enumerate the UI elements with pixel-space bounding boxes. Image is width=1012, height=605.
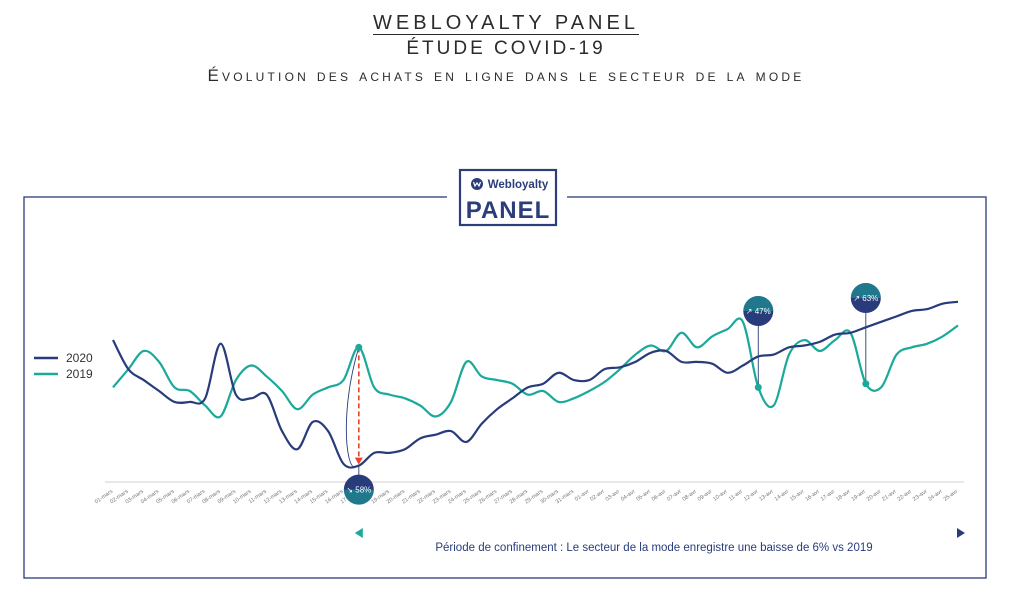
annotation-badge-fill (850, 283, 881, 298)
x-tick-label: 18-avr (835, 489, 852, 503)
x-tick-label: 14-avr (774, 489, 791, 503)
annotation-label: ↘ 58% (346, 486, 371, 495)
x-tick-label: 21-avr (881, 489, 898, 503)
series-line-2019 (112, 317, 959, 419)
drop-curve (345, 347, 360, 469)
x-tick-label: 12-avr (743, 489, 760, 503)
annotation-label: ↗ 63% (853, 294, 878, 303)
annotation-point (862, 380, 870, 388)
webloyalty-logo: Webloyalty PANEL (447, 158, 567, 234)
annotation-badge-fill (343, 489, 374, 505)
page-subtitle: ÉTUDE COVID-19 (406, 38, 606, 59)
x-tick-label: 06-avr (651, 489, 668, 503)
x-tick-label: 15-avr (789, 489, 806, 503)
x-tick-label: 13-avr (758, 489, 775, 503)
x-tick-label: 05-avr (635, 489, 652, 503)
x-tick-label: 22-avr (897, 489, 914, 503)
x-tick-label: 03-avr (605, 489, 622, 503)
page-title: WEBLOYALTY PANEL (373, 12, 639, 35)
annotation-label: ↗ 47% (746, 307, 771, 316)
x-tick-label: 07-avr (666, 489, 683, 503)
x-tick-label: 04-avr (620, 489, 637, 503)
x-tick-label: 19-avr (851, 489, 868, 503)
period-arrow: Période de confinement : Le secteur de l… (354, 528, 965, 554)
chart-legend: 2020 2019 (34, 351, 93, 381)
x-tick-label: 10-avr (712, 489, 729, 503)
x-tick-label: 16-avr (804, 489, 821, 503)
x-tick-label: 02-avr (589, 489, 606, 503)
chart-frame (23, 196, 987, 579)
annotation-point (355, 343, 363, 351)
x-tick-label: 01-avr (574, 489, 591, 503)
drop-arrow-head (354, 457, 363, 465)
page-description: Évolution des achats en ligne dans le se… (207, 66, 805, 85)
period-label: Période de confinement : Le secteur de l… (435, 542, 872, 554)
legend-label-2020: 2020 (66, 351, 93, 365)
x-tick-label: 24-avr (927, 489, 944, 503)
logo-brand: Webloyalty (488, 179, 549, 191)
logo-label: PANEL (466, 197, 551, 224)
x-tick-label: 20-avr (866, 489, 883, 503)
annotation-badge-fill (743, 296, 774, 311)
x-tick-label: 23-avr (912, 489, 929, 503)
legend-label-2019: 2019 (66, 367, 93, 381)
x-tick-label: 08-avr (682, 489, 699, 503)
annotation-point (754, 383, 762, 391)
series-line-2020 (112, 300, 959, 469)
x-tick-label: 25-avr (943, 489, 960, 503)
x-tick-label: 11-avr (728, 489, 744, 503)
x-tick-label: 17-avr (820, 489, 837, 503)
x-tick-label: 09-avr (697, 489, 714, 503)
